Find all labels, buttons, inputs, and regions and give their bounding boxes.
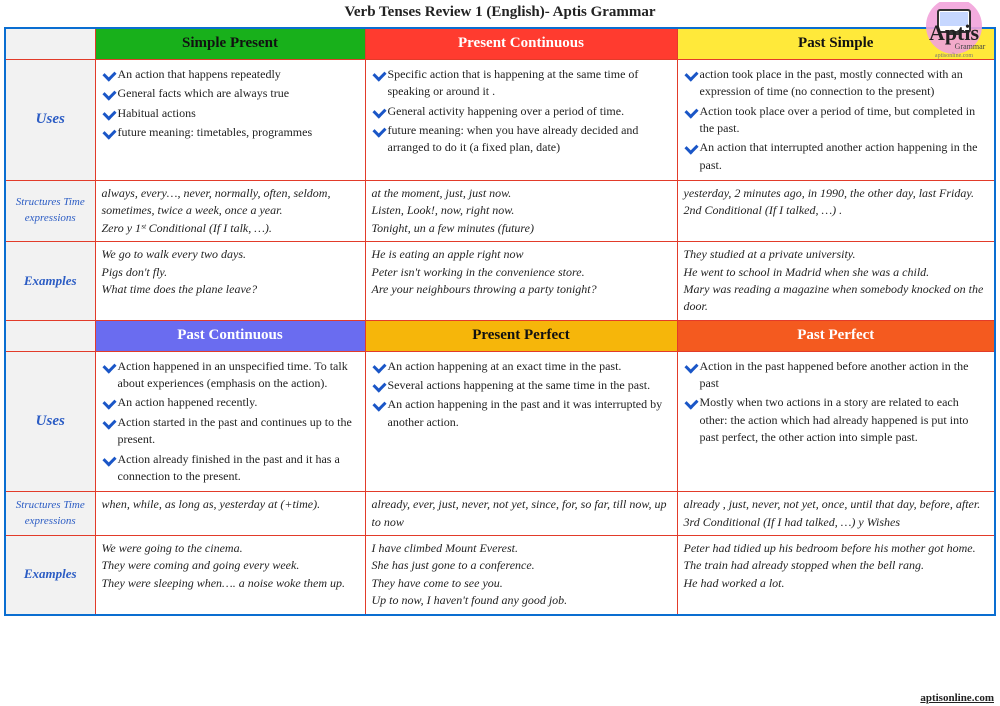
col-header: Simple Present	[95, 28, 365, 59]
brand-logo: Aptis Grammar aptisonline.com	[910, 2, 998, 60]
bullet-item: future meaning: timetables, programmes	[102, 124, 359, 141]
cell-uses: An action happening at an exact time in …	[365, 351, 677, 492]
cell-structures: always, every…, never, normally, often, …	[95, 181, 365, 242]
bullet-item: Several actions happening at the same ti…	[372, 377, 671, 394]
col-header: Present Perfect	[365, 320, 677, 351]
col-header: Past Perfect	[677, 320, 995, 351]
bullet-item: An action that interrupted another actio…	[684, 139, 989, 174]
bullet-item: Action already finished in the past and …	[102, 451, 359, 486]
cell-examples: We were going to the cinema.They were co…	[95, 536, 365, 615]
footer-link[interactable]: aptisonline.com	[920, 692, 994, 704]
svg-text:Grammar: Grammar	[955, 42, 986, 51]
row-label-examples: Examples	[5, 536, 95, 615]
bullet-item: Mostly when two actions in a story are r…	[684, 394, 989, 446]
header-row-top: Simple Present Present Continuous Past S…	[5, 28, 995, 59]
header-row-bottom: Past Continuous Present Perfect Past Per…	[5, 320, 995, 351]
examples-row-top: Examples We go to walk every two days.Pi…	[5, 242, 995, 321]
bullet-item: An action that happens repeatedly	[102, 66, 359, 83]
uses-row-bottom: Uses Action happened in an unspecified t…	[5, 351, 995, 492]
bullet-item: future meaning: when you have already de…	[372, 122, 671, 157]
bullet-item: An action happened recently.	[102, 394, 359, 411]
row-label-uses: Uses	[5, 351, 95, 492]
cell-examples: Peter had tidied up his bedroom before h…	[677, 536, 995, 615]
bullet-item: Habitual actions	[102, 105, 359, 122]
bullet-item: action took place in the past, mostly co…	[684, 66, 989, 101]
svg-text:aptisonline.com: aptisonline.com	[935, 53, 973, 59]
uses-row-top: Uses An action that happens repeatedly Ge…	[5, 59, 995, 180]
bullet-item: Action in the past happened before anoth…	[684, 358, 989, 393]
row-label-examples: Examples	[5, 242, 95, 321]
cell-structures: at the moment, just, just now.Listen, Lo…	[365, 181, 677, 242]
row-label-uses: Uses	[5, 59, 95, 180]
cell-examples: I have climbed Mount Everest.She has jus…	[365, 536, 677, 615]
col-header: Past Continuous	[95, 320, 365, 351]
bullet-item: An action happening in the past and it w…	[372, 396, 671, 431]
bullet-item: Action took place over a period of time,…	[684, 103, 989, 138]
bullet-item: Specific action that is happening at the…	[372, 66, 671, 101]
cell-uses: An action that happens repeatedly General…	[95, 59, 365, 180]
bullet-item: Action started in the past and continues…	[102, 414, 359, 449]
cell-examples: We go to walk every two days.Pigs don't …	[95, 242, 365, 321]
row-label-structures: Structures Time expressions	[5, 181, 95, 242]
cell-structures: when, while, as long as, yesterday at (+…	[95, 492, 365, 536]
structures-row-bottom: Structures Time expressions when, while,…	[5, 492, 995, 536]
cell-structures: already , just, never, not yet, once, un…	[677, 492, 995, 536]
cell-uses: action took place in the past, mostly co…	[677, 59, 995, 180]
cell-structures: already, ever, just, never, not yet, sin…	[365, 492, 677, 536]
bullet-item: General facts which are always true	[102, 85, 359, 102]
examples-row-bottom: Examples We were going to the cinema.The…	[5, 536, 995, 615]
cell-uses: Specific action that is happening at the…	[365, 59, 677, 180]
bullet-item: General activity happening over a period…	[372, 103, 671, 120]
cell-uses: Action happened in an unspecified time. …	[95, 351, 365, 492]
col-header: Present Continuous	[365, 28, 677, 59]
page-title: Verb Tenses Review 1 (English)- Aptis Gr…	[0, 0, 1000, 27]
bullet-item: An action happening at an exact time in …	[372, 358, 671, 375]
cell-structures: yesterday, 2 minutes ago, in 1990, the o…	[677, 181, 995, 242]
row-label-structures: Structures Time expressions	[5, 492, 95, 536]
structures-row-top: Structures Time expressions always, ever…	[5, 181, 995, 242]
cell-examples: He is eating an apple right nowPeter isn…	[365, 242, 677, 321]
cell-examples: They studied at a private university.He …	[677, 242, 995, 321]
bullet-item: Action happened in an unspecified time. …	[102, 358, 359, 393]
cell-uses: Action in the past happened before anoth…	[677, 351, 995, 492]
tenses-table: Simple Present Present Continuous Past S…	[4, 27, 996, 616]
